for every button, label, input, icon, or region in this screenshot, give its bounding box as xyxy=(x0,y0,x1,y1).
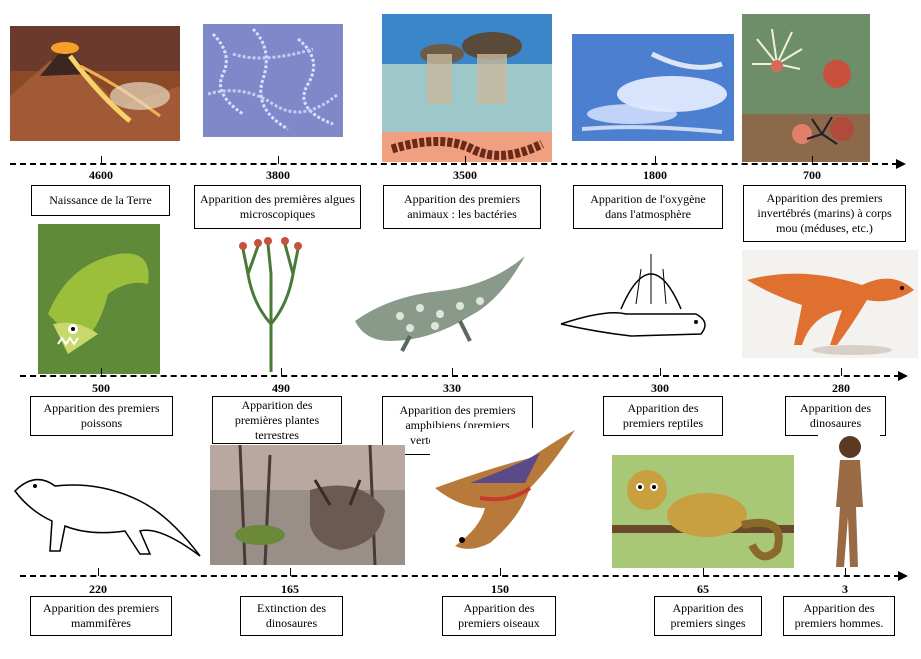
tick xyxy=(660,368,661,376)
fish-icon xyxy=(38,224,160,374)
year-label: 300 xyxy=(651,381,669,395)
year-label: 3 xyxy=(842,582,848,596)
timeline-line-3 xyxy=(20,575,900,577)
sea-anemone-icon xyxy=(742,14,870,162)
event-label: Apparition des premiers reptiles xyxy=(603,396,723,436)
event-label: Apparition des premières plantes terrest… xyxy=(212,396,342,444)
year-label: 500 xyxy=(92,381,110,395)
year-label: 330 xyxy=(443,381,461,395)
tick xyxy=(841,368,842,376)
tick xyxy=(290,568,291,576)
triceratops-skull-icon xyxy=(210,445,405,565)
year-label: 4600 xyxy=(89,168,113,182)
amphibian-icon xyxy=(350,246,535,358)
tick xyxy=(98,568,99,576)
year-label: 280 xyxy=(832,381,850,395)
stromatolite-icon xyxy=(382,14,552,162)
monkey-icon xyxy=(612,455,794,568)
year-label: 165 xyxy=(281,582,299,596)
year-label: 65 xyxy=(697,582,709,596)
mammal-icon xyxy=(10,466,205,564)
event-label: Apparition des premiers singes xyxy=(654,596,762,636)
year-label: 490 xyxy=(272,381,290,395)
timeline-arrow-2 xyxy=(898,371,908,381)
tick xyxy=(465,156,466,164)
tick xyxy=(500,568,501,576)
year-label: 700 xyxy=(803,168,821,182)
event-label: Naissance de la Terre xyxy=(31,185,170,216)
volcano-icon xyxy=(10,26,180,141)
year-label: 3500 xyxy=(453,168,477,182)
tick xyxy=(452,368,453,376)
event-label: Apparition des premières algues microsco… xyxy=(194,185,361,229)
year-label: 3800 xyxy=(266,168,290,182)
event-label: Apparition des premiers invertébrés (mar… xyxy=(743,185,906,242)
event-label: Apparition de l'oxygène dans l'atmosphèr… xyxy=(573,185,723,229)
early-human-icon xyxy=(818,432,880,572)
bird-icon xyxy=(430,428,578,566)
timeline-line-1 xyxy=(10,163,898,165)
year-label: 220 xyxy=(89,582,107,596)
timeline-arrow-3 xyxy=(898,571,908,581)
tick xyxy=(703,568,704,576)
year-label: 150 xyxy=(491,582,509,596)
event-label: Apparition des premiers mammifères xyxy=(30,596,172,636)
tick xyxy=(812,156,813,164)
algae-icon xyxy=(203,24,343,137)
tick xyxy=(278,156,279,164)
tick xyxy=(101,156,102,164)
event-label: Apparition des premiers poissons xyxy=(30,396,173,436)
dinosaur-icon xyxy=(742,250,918,358)
tick xyxy=(281,368,282,376)
plant-icon xyxy=(233,234,311,372)
year-label: 1800 xyxy=(643,168,667,182)
timeline-line-2 xyxy=(20,375,900,377)
tick xyxy=(655,156,656,164)
sky-icon xyxy=(572,34,734,141)
timeline-arrow-1 xyxy=(896,159,906,169)
tick xyxy=(101,368,102,376)
event-label: Extinction des dinosaures xyxy=(240,596,343,636)
event-label: Apparition des premiers hommes. xyxy=(783,596,895,636)
event-label: Apparition des premiers oiseaux xyxy=(442,596,556,636)
tick xyxy=(845,568,846,576)
reptile-icon xyxy=(556,244,714,354)
event-label: Apparition des dinosaures xyxy=(785,396,886,436)
event-label: Apparition des premiers animaux : les ba… xyxy=(383,185,541,229)
